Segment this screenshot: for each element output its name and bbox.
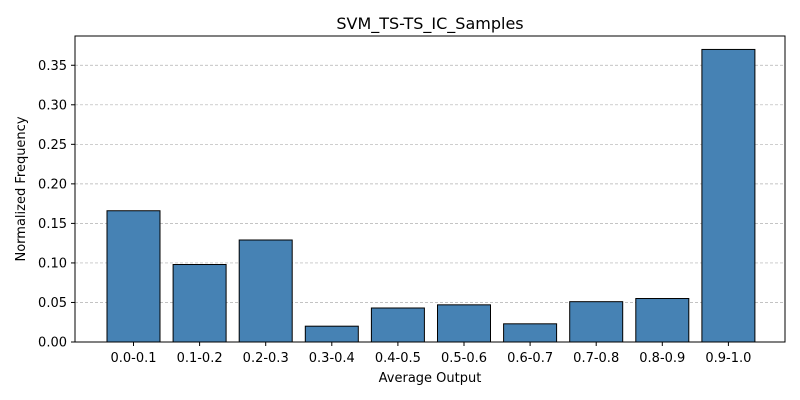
y-tick-label: 0.10 <box>38 256 67 271</box>
y-axis: 0.00 0.05 0.10 0.15 0.20 0.25 0.30 0.35 <box>38 59 75 351</box>
bar-0.3-0.4 <box>304 325 359 343</box>
grid-lines <box>75 64 785 303</box>
bar-0.1-0.2 <box>172 264 227 343</box>
x-tick-label: 0.3-0.4 <box>309 351 355 366</box>
y-tick-label: 0.15 <box>38 217 67 232</box>
chart-title: SVM_TS-TS_IC_Samples <box>336 14 523 34</box>
y-tick-label: 0.25 <box>38 138 67 153</box>
x-tick-label: 0.5-0.6 <box>441 351 487 366</box>
x-tick-label: 0.2-0.3 <box>243 351 289 366</box>
x-tick-label: 0.0-0.1 <box>110 351 156 366</box>
x-tick-label: 0.7-0.8 <box>573 351 619 366</box>
x-tick-label: 0.8-0.9 <box>639 351 685 366</box>
bar-0.0-0.1 <box>106 210 161 343</box>
plot-frame <box>74 35 786 343</box>
x-tick-label: 0.6-0.7 <box>507 351 553 366</box>
bar-0.2-0.3 <box>238 239 293 343</box>
x-tick-label: 0.1-0.2 <box>177 351 223 366</box>
y-axis-title: Normalized Frequency <box>14 116 29 261</box>
y-tick-label: 0.20 <box>38 177 67 192</box>
x-axis-title: Average Output <box>379 371 482 386</box>
bar-0.6-0.7 <box>503 323 558 343</box>
x-axis: 0.0-0.1 0.1-0.2 0.2-0.3 0.3-0.4 0.4-0.5 0.5-0… <box>110 342 751 366</box>
x-tick-label: 0.9-1.0 <box>705 351 751 366</box>
y-tick-label: 0.05 <box>38 296 67 311</box>
bar-0.8-0.9 <box>635 298 690 343</box>
bar-0.9-1.0 <box>701 48 756 343</box>
bars <box>106 48 756 343</box>
y-tick-label: 0.30 <box>38 98 67 113</box>
x-tick-label: 0.4-0.5 <box>375 351 421 366</box>
bar-0.4-0.5 <box>370 307 425 343</box>
y-tick-label: 0.00 <box>38 336 67 351</box>
bar-0.5-0.6 <box>437 304 491 343</box>
y-tick-label: 0.35 <box>38 59 67 74</box>
bar-0.7-0.8 <box>569 301 624 343</box>
